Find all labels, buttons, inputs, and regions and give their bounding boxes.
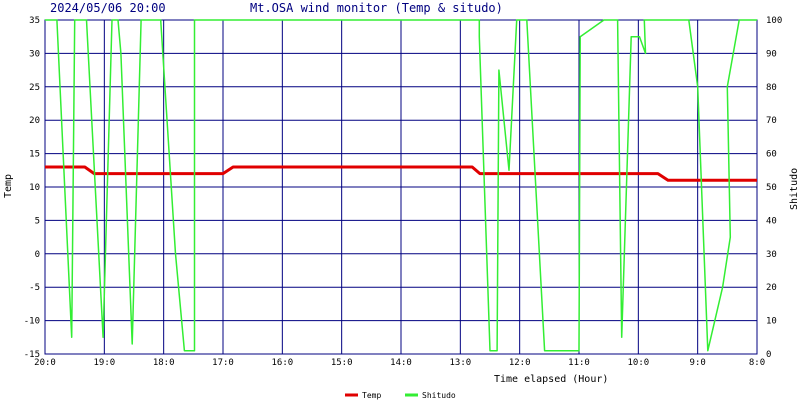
y-tick-left: 0 bbox=[35, 250, 40, 260]
y-tick-left: 5 bbox=[35, 216, 40, 226]
x-tick: 16:0 bbox=[271, 358, 293, 368]
legend: Temp Shitudo bbox=[345, 391, 456, 400]
series-line-shitudo bbox=[45, 19, 757, 352]
legend-label-shitudo: Shitudo bbox=[422, 391, 456, 400]
x-tick: 12:0 bbox=[509, 358, 531, 368]
y-tick-left: 25 bbox=[29, 83, 40, 93]
x-tick: 17:0 bbox=[212, 358, 234, 368]
tick-layer: -15 0 -10 10 -5 20 0 30 5 40 10 50 15 60 20 70 25 80 30 90 3… bbox=[24, 16, 783, 368]
y-tick-right: 0 bbox=[766, 350, 771, 360]
y-tick-left: 10 bbox=[29, 183, 40, 193]
series-layer bbox=[45, 19, 757, 352]
header-datetime: 2024/05/06 20:00 bbox=[50, 1, 166, 15]
y-tick-right: 30 bbox=[766, 250, 777, 260]
x-tick: 14:0 bbox=[390, 358, 412, 368]
y-tick-right: 100 bbox=[766, 16, 782, 26]
y-tick-right: 20 bbox=[766, 283, 777, 293]
y-axis-label-left: Temp bbox=[3, 174, 14, 198]
y-tick-right: 10 bbox=[766, 317, 777, 327]
y-tick-right: 60 bbox=[766, 150, 777, 160]
y-tick-left: -5 bbox=[29, 283, 40, 293]
x-tick: 8:0 bbox=[749, 358, 765, 368]
x-tick: 13:0 bbox=[449, 358, 471, 368]
x-tick: 18:0 bbox=[153, 358, 175, 368]
series-line-temp bbox=[45, 165, 757, 182]
y-tick-left: 35 bbox=[29, 16, 40, 26]
y-tick-left: 30 bbox=[29, 49, 40, 59]
legend-label-temp: Temp bbox=[362, 391, 381, 400]
y-tick-right: 80 bbox=[766, 83, 777, 93]
y-tick-left: 20 bbox=[29, 116, 40, 126]
chart-title: Mt.OSA wind monitor (Temp & situdo) bbox=[250, 1, 503, 15]
x-tick: 11:0 bbox=[568, 358, 590, 368]
y-tick-right: 70 bbox=[766, 116, 777, 126]
x-axis-label: Time elapsed (Hour) bbox=[494, 374, 608, 385]
x-tick: 20:0 bbox=[34, 358, 56, 368]
y-tick-left: -10 bbox=[24, 317, 40, 327]
y-tick-right: 40 bbox=[766, 216, 777, 226]
x-tick: 15:0 bbox=[331, 358, 353, 368]
x-tick: 9:0 bbox=[690, 358, 706, 368]
y-tick-right: 90 bbox=[766, 49, 777, 59]
y-tick-right: 50 bbox=[766, 183, 777, 193]
y-tick-left: -15 bbox=[24, 350, 40, 360]
y-axis-label-right: Shitudo bbox=[789, 168, 800, 210]
y-tick-left: 15 bbox=[29, 150, 40, 160]
x-tick: 10:0 bbox=[627, 358, 649, 368]
x-tick: 19:0 bbox=[93, 358, 115, 368]
